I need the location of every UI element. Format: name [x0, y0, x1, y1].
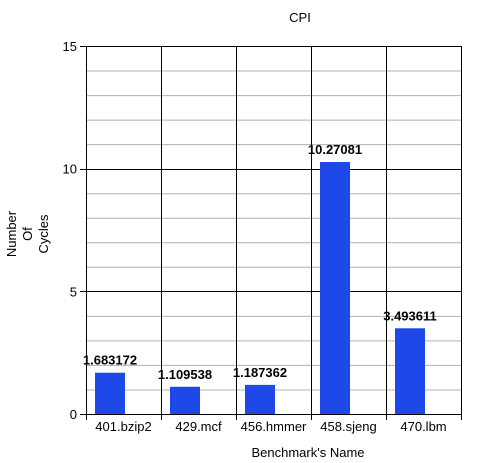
y-tick-label: 5 [70, 284, 77, 299]
data-label: 1.187362 [233, 365, 287, 380]
y-tick-label: 15 [63, 39, 77, 54]
x-tick-label: 456.hmmer [241, 419, 307, 434]
bar [320, 162, 350, 414]
y-tick-label: 0 [70, 407, 77, 422]
data-label: 1.683172 [83, 353, 137, 368]
x-tick-label: 429.mcf [175, 419, 222, 434]
bar [245, 384, 275, 414]
y-tick-labels: 0 5 10 15 [63, 39, 77, 422]
x-tick-label: 458.sjeng [320, 419, 376, 434]
x-tick-label: 470.lbm [400, 419, 446, 434]
data-labels: 1.683172 1.109538 1.187362 10.27081 3.493611 [83, 142, 437, 382]
gridlines [80, 46, 462, 420]
y-axis-label: Number Of Cycles [4, 210, 51, 257]
x-axis-label: Benchmark's Name [251, 445, 364, 460]
data-label: 1.109538 [158, 367, 212, 382]
y-axis-label-line-1: Number [4, 210, 19, 257]
y-axis-label-line-3: Cycles [36, 214, 51, 254]
bars [95, 162, 425, 414]
bar [170, 386, 200, 414]
data-label: 10.27081 [308, 142, 362, 157]
bar [395, 328, 425, 414]
x-tick-label: 401.bzip2 [95, 419, 151, 434]
chart-title: CPI [289, 10, 311, 25]
bar [95, 372, 125, 414]
y-tick-label: 10 [63, 162, 77, 177]
y-axis-label-line-2: Of [20, 227, 35, 241]
x-tick-labels: 401.bzip2 429.mcf 456.hmmer 458.sjeng 470.lb… [95, 419, 446, 434]
data-label: 3.493611 [383, 308, 437, 323]
